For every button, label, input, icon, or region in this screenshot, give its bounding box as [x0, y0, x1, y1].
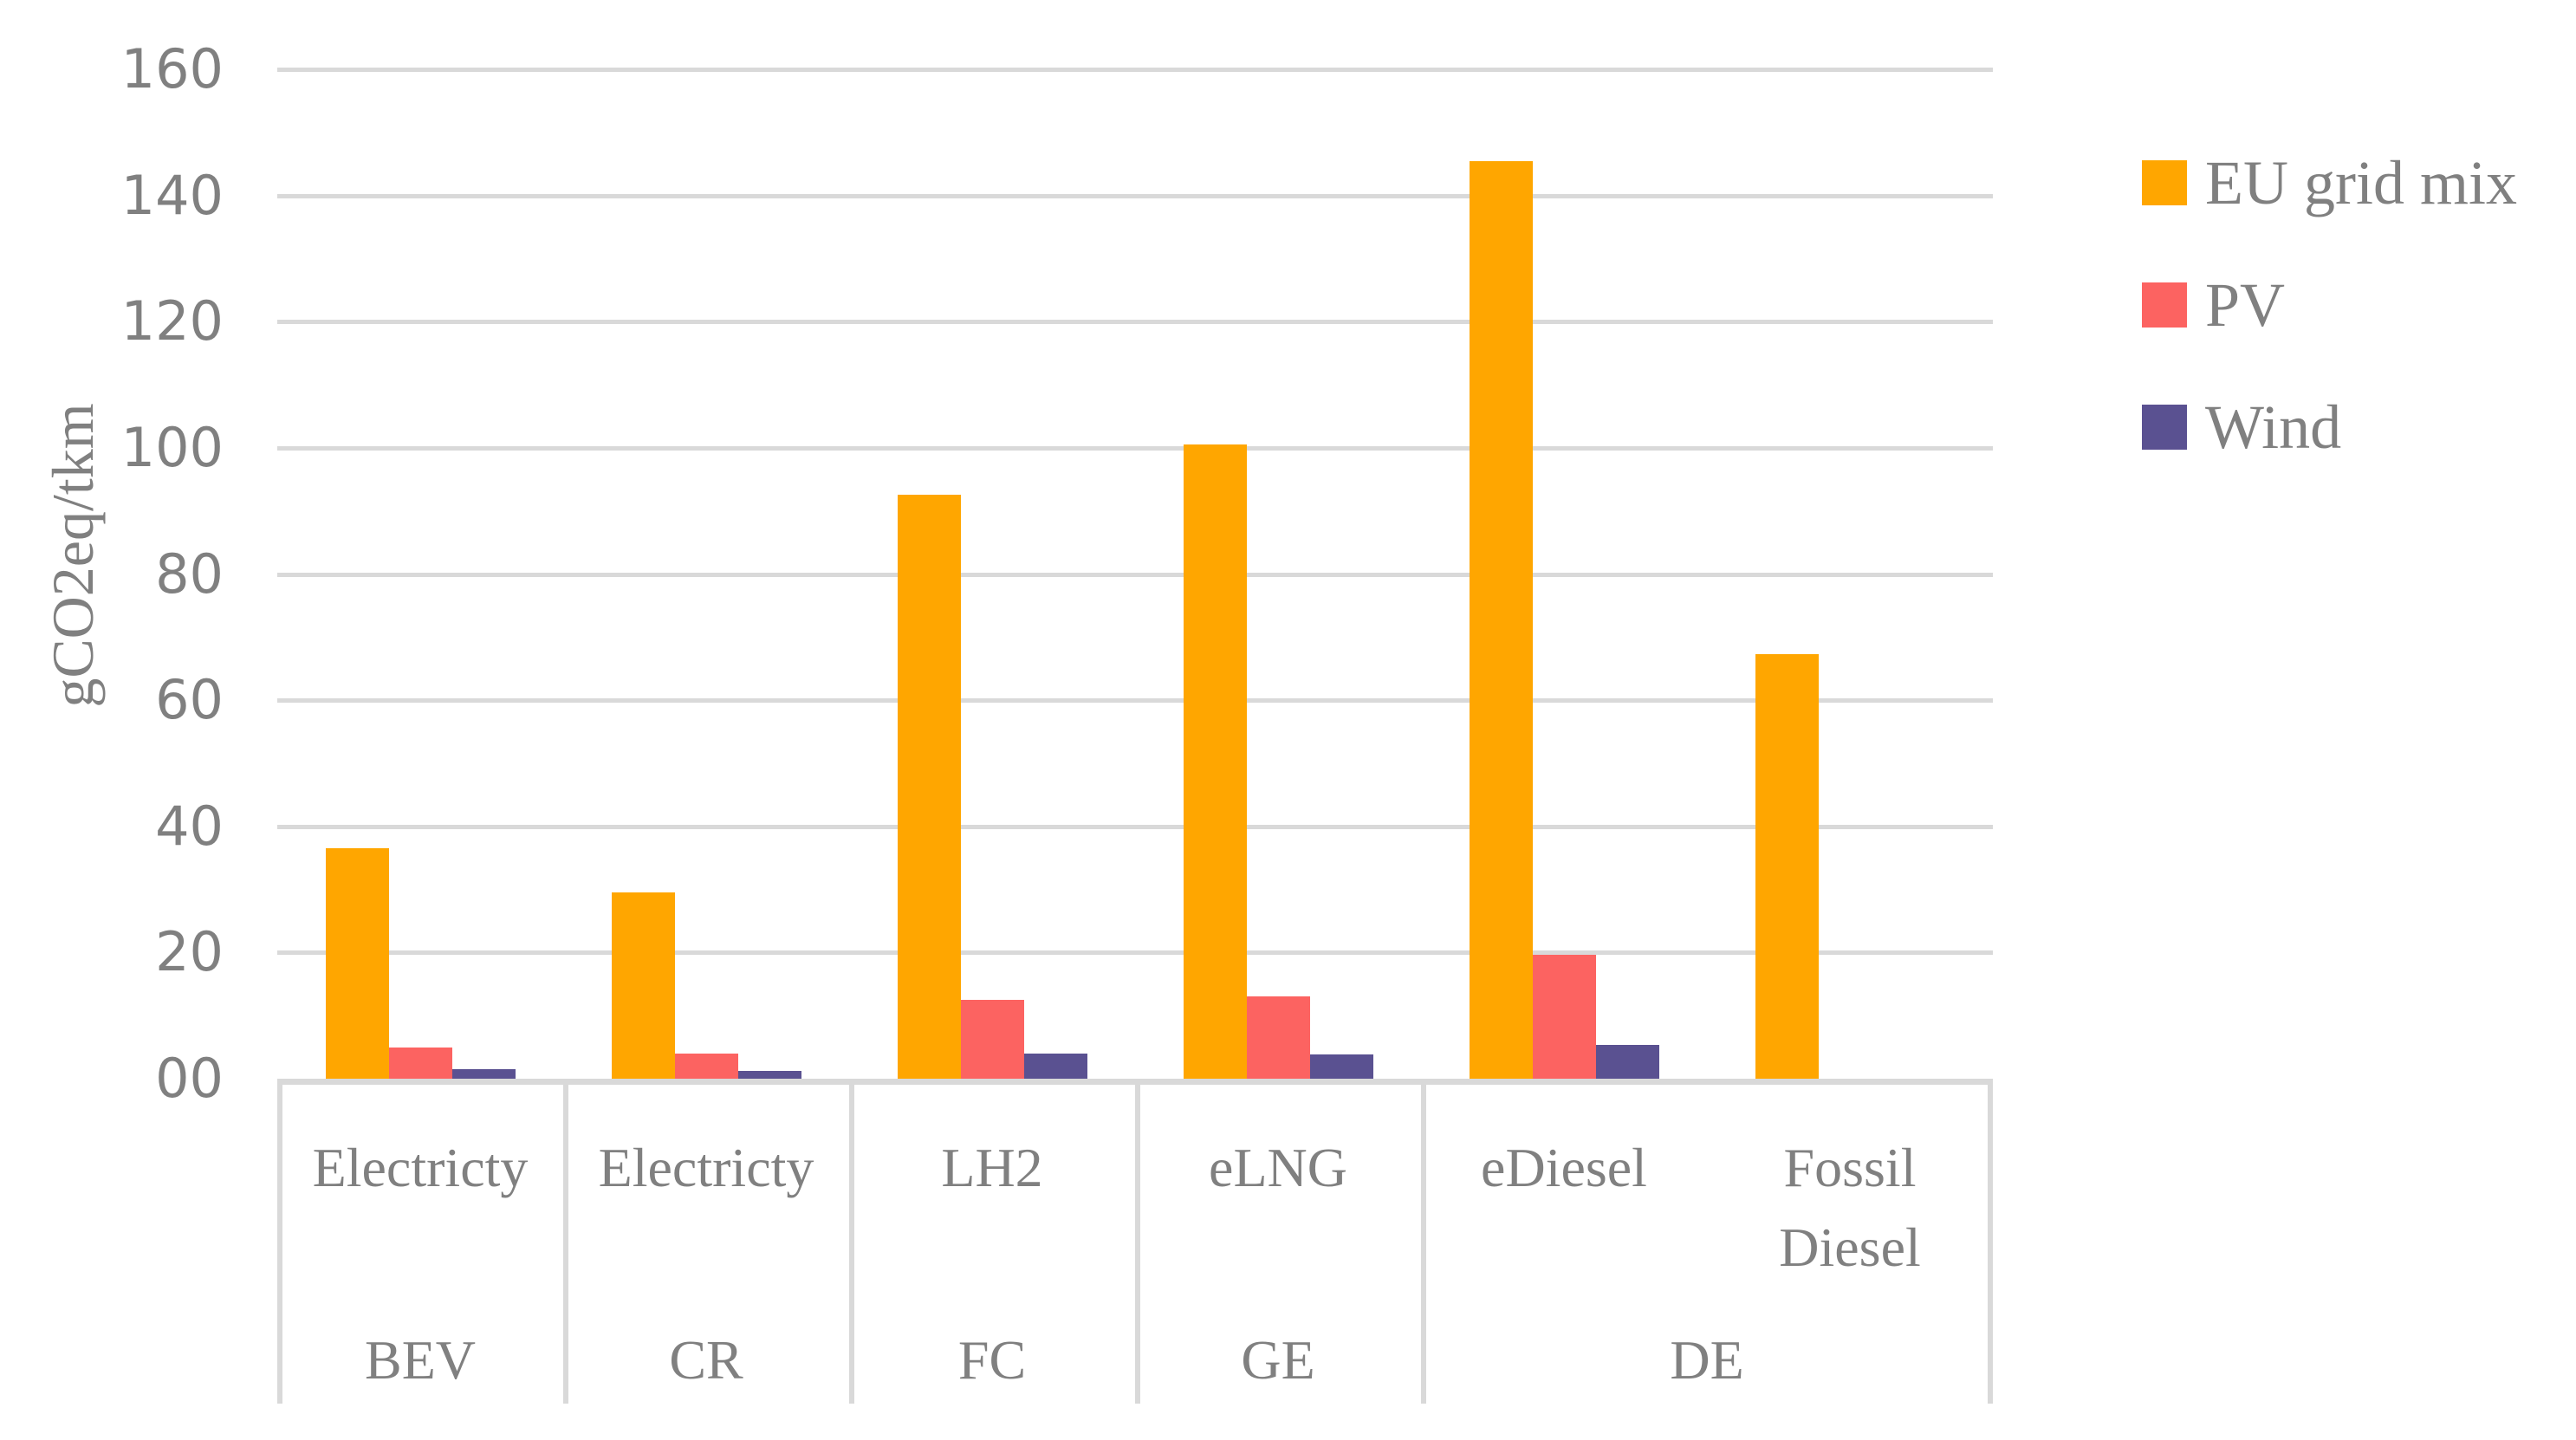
grid-line: [277, 572, 1993, 577]
grid-line: [277, 320, 1993, 325]
y-tick-label: 100: [120, 415, 224, 479]
category-cell-border: [1988, 1079, 1993, 1404]
category-cell-border: [1135, 1079, 1140, 1404]
grid-line: [277, 698, 1993, 704]
bar-wind-ge-3: [1309, 1054, 1373, 1079]
bar-pv-ge-3: [1246, 996, 1310, 1079]
bar-wind-bev-0: [451, 1069, 516, 1079]
legend-swatch-eu-grid-mix: [2142, 160, 2187, 205]
fuel-label-line: Diesel: [1779, 1216, 1921, 1278]
legend-swatch-wind: [2142, 405, 2187, 450]
fuel-label-electricty: Electricty: [312, 1137, 529, 1198]
powertrain-label-fc: FC: [957, 1329, 1027, 1391]
legend-swatch-pv: [2142, 282, 2187, 328]
y-tick-label: 40: [155, 794, 224, 858]
powertrain-label-bev: BEV: [365, 1329, 476, 1391]
y-tick-label: 00: [155, 1047, 224, 1110]
grid-line: [277, 824, 1993, 829]
bar-pv-de-4: [1532, 954, 1596, 1079]
fuel-label-lh2: LH2: [941, 1137, 1043, 1198]
bar-eu-grid-mix-fc-2: [897, 495, 961, 1079]
fuel-label-elng: eLNG: [1209, 1137, 1347, 1198]
bar-wind-de-4: [1595, 1045, 1659, 1079]
powertrain-label-cr: CR: [669, 1329, 743, 1391]
fuel-label-fossil-diesel: Fossil Diesel: [1707, 1128, 1993, 1288]
bar-eu-grid-mix-cr-1: [611, 892, 675, 1079]
bar-pv-fc-2: [960, 999, 1024, 1079]
bar-wind-fc-2: [1023, 1053, 1087, 1079]
legend-label-pv: PV: [2205, 270, 2286, 340]
grid-line: [277, 193, 1993, 198]
category-cell-border: [563, 1079, 568, 1404]
bar-pv-bev-0: [388, 1047, 452, 1079]
fuel-label-electricty: Electricty: [598, 1137, 814, 1198]
category-cell-border: [1421, 1079, 1426, 1404]
legend-label-eu-grid-mix: EU grid mix: [2205, 148, 2517, 217]
y-tick-label: 20: [155, 920, 224, 984]
bar-eu-grid-mix-bev-0: [325, 848, 389, 1079]
category-cell-border: [277, 1079, 282, 1404]
fuel-label-ediesel: eDiesel: [1481, 1137, 1647, 1198]
grid-line: [277, 445, 1993, 451]
bar-pv-cr-1: [674, 1053, 738, 1079]
fuel-label-line: Fossil: [1783, 1137, 1917, 1198]
powertrain-label-de: DE: [1670, 1329, 1744, 1391]
legend-label-wind: Wind: [2205, 392, 2342, 462]
bar-eu-grid-mix-ge-3: [1183, 444, 1247, 1079]
y-tick-label: 60: [155, 668, 224, 732]
category-cell-border: [849, 1079, 854, 1404]
powertrain-label-ge: GE: [1241, 1329, 1315, 1391]
y-tick-label: 160: [120, 37, 224, 101]
grid-line: [277, 950, 1993, 956]
grid-line: [277, 68, 1993, 72]
y-tick-label: 140: [120, 163, 224, 227]
bar-eu-grid-mix-de-5: [1755, 653, 1819, 1079]
bar-eu-grid-mix-de-4: [1469, 160, 1533, 1079]
bar-wind-cr-1: [737, 1070, 801, 1079]
y-tick-label: 80: [155, 542, 224, 606]
y-tick-label: 120: [120, 289, 224, 354]
